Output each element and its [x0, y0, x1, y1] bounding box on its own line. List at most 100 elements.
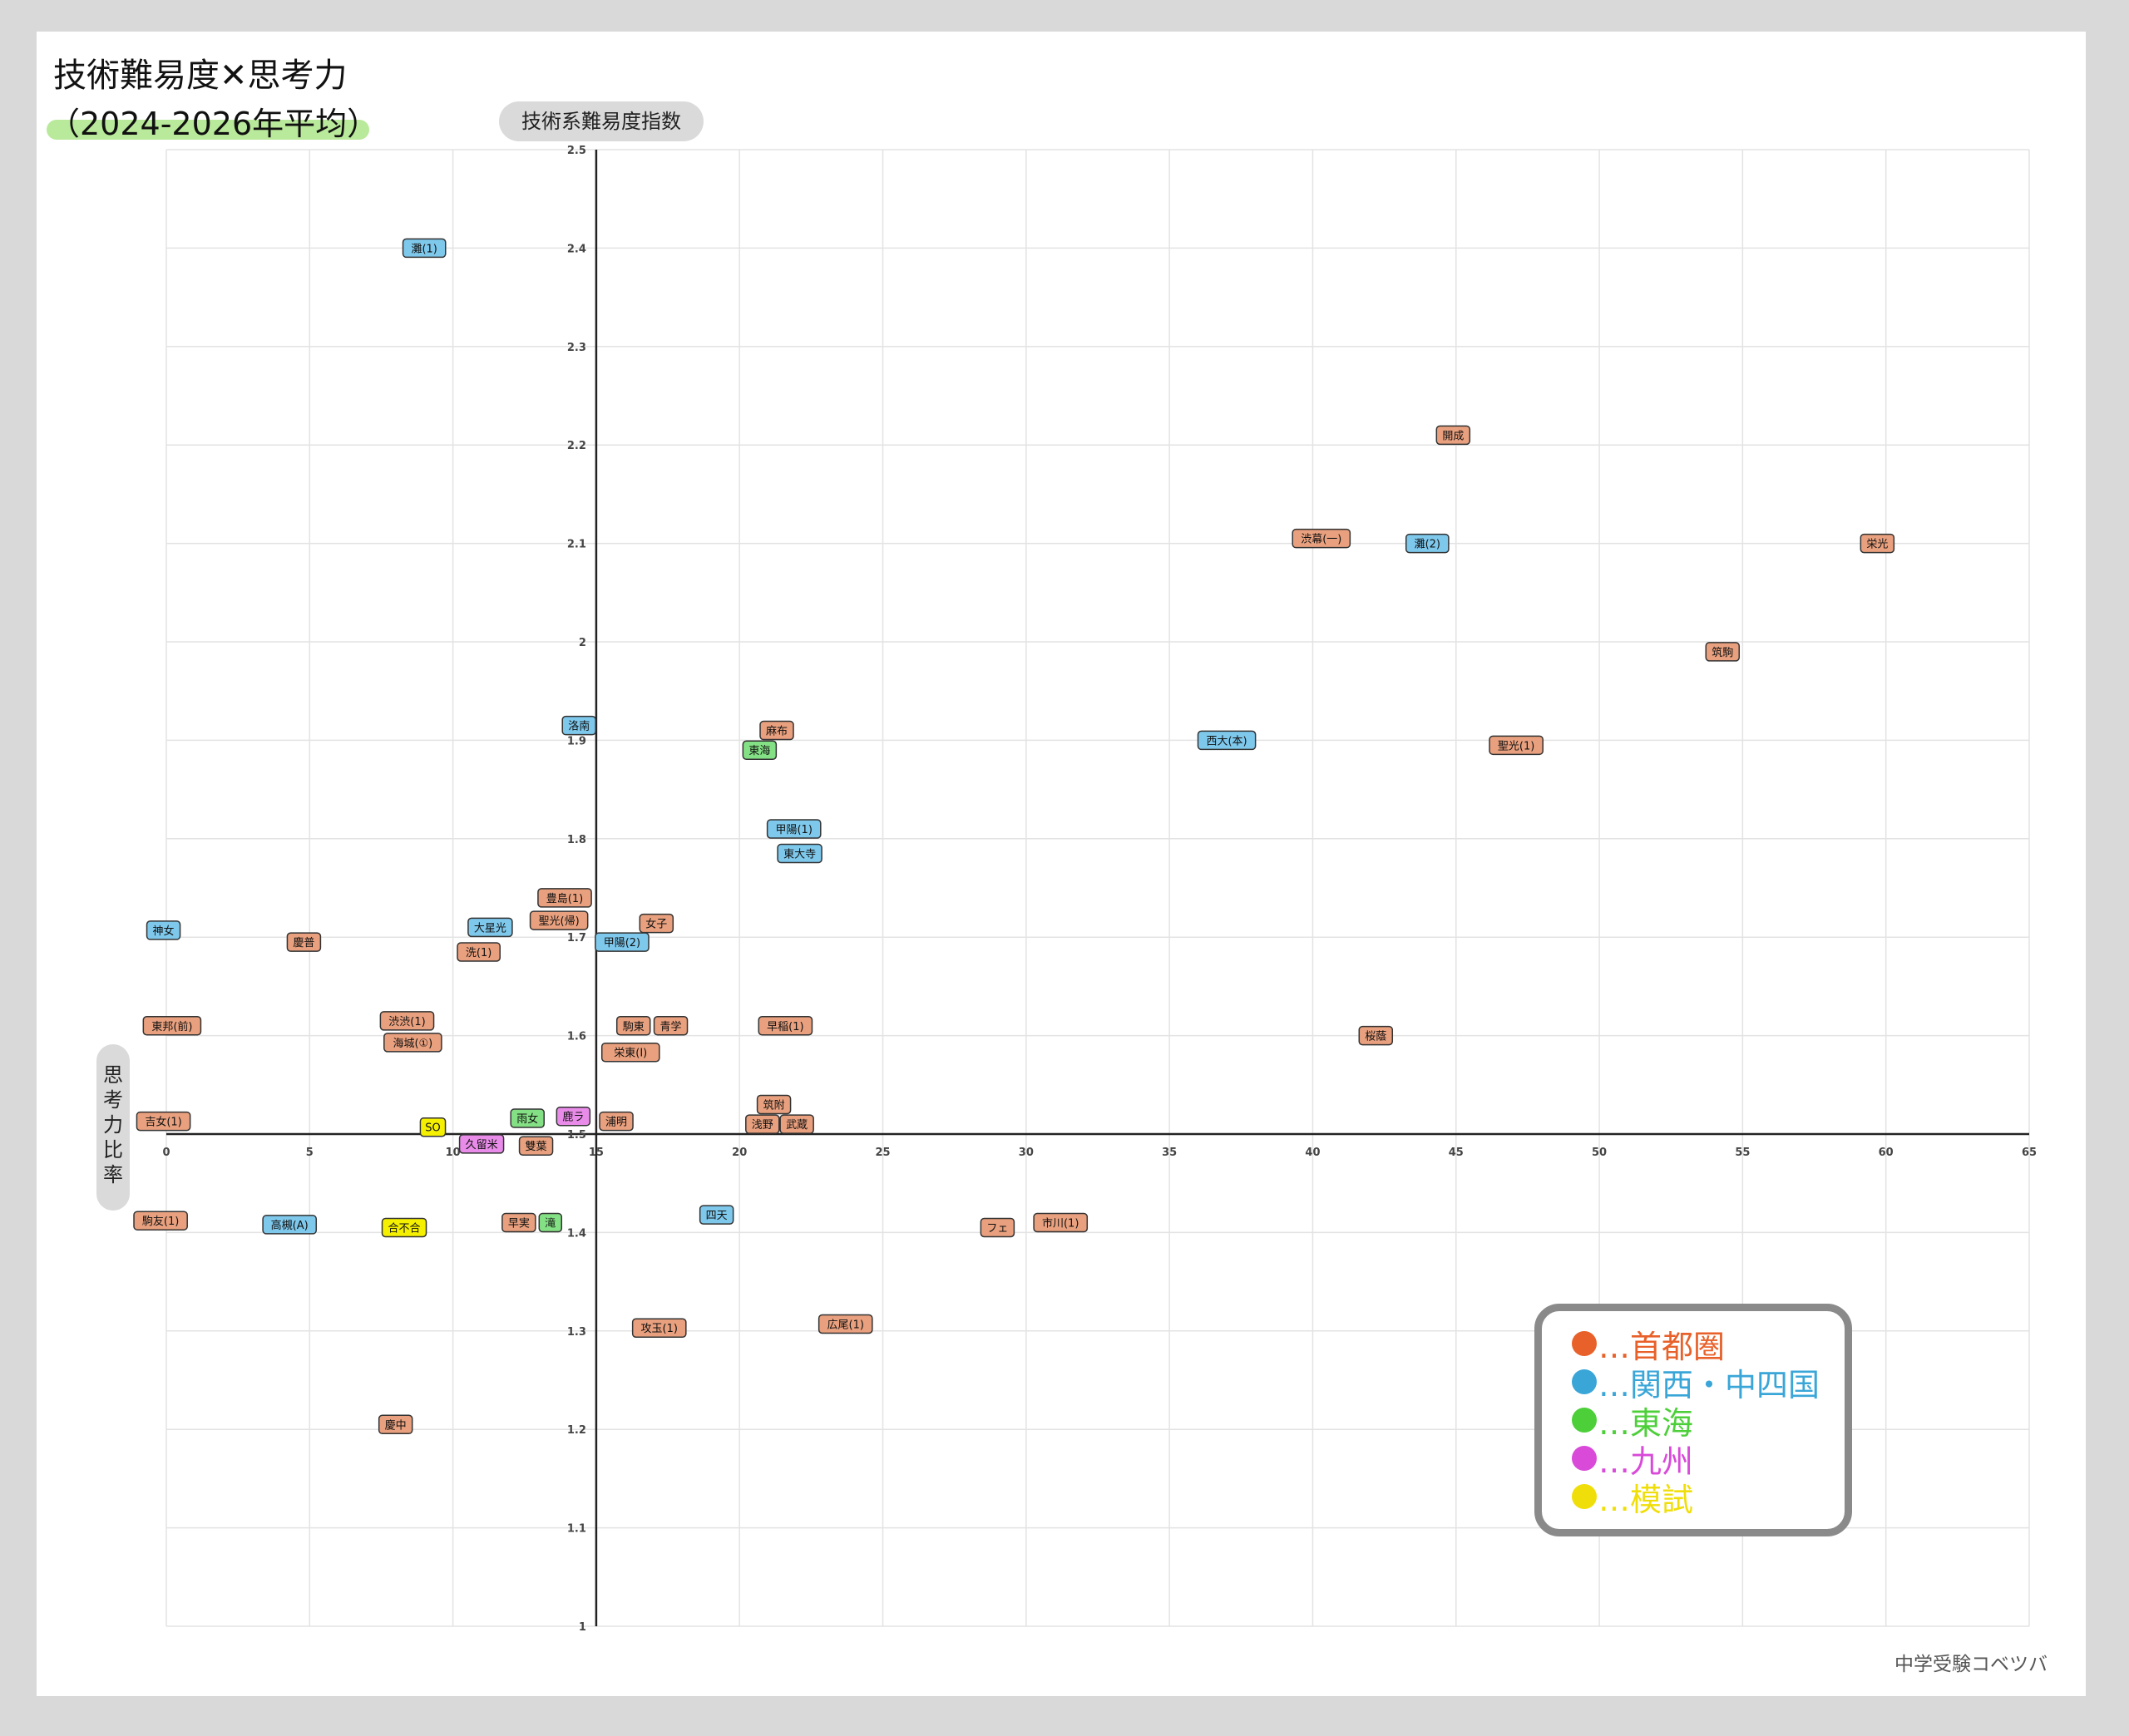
y-tick-label: 2.5	[567, 145, 586, 157]
y-tick-label: 1.8	[567, 834, 586, 846]
data-point-box	[379, 1011, 435, 1031]
data-point-box	[556, 1106, 591, 1127]
data-point: 早実	[501, 1212, 536, 1233]
legend: …首都圏 …関西・中四国 …東海 …九州 …模試	[1534, 1304, 1852, 1536]
data-point-box	[631, 1318, 687, 1338]
data-point-box	[600, 1042, 660, 1063]
data-point-box	[745, 1114, 780, 1134]
data-point-box	[510, 1108, 545, 1128]
y-axis-label-char: 率	[103, 1163, 123, 1186]
data-point-box	[1292, 528, 1351, 549]
data-point: SO	[419, 1117, 447, 1137]
data-point-label: SO	[425, 1122, 440, 1135]
data-point-label: 市川(1)	[1042, 1217, 1079, 1230]
data-point: 麻布	[759, 720, 794, 741]
data-point: 洛南	[561, 715, 596, 736]
data-point-label: 東邦(前)	[151, 1020, 192, 1033]
data-point-label: 東大寺	[783, 848, 816, 861]
data-point-box	[383, 1033, 442, 1053]
data-point-label: 慶中	[385, 1419, 407, 1432]
data-point: 攻玉(1)	[631, 1318, 687, 1338]
data-point-label: 雨女	[516, 1112, 538, 1126]
x-tick-label: 40	[1305, 1147, 1320, 1159]
data-point-box	[402, 238, 447, 259]
data-point: 早稲(1)	[758, 1016, 813, 1036]
data-point: 久留米	[458, 1134, 505, 1154]
data-point-label: 東海	[748, 744, 770, 757]
y-axis-label-char: 比	[103, 1138, 123, 1161]
data-point-label: 滝	[545, 1218, 556, 1230]
data-point: 慶中	[378, 1414, 413, 1435]
data-point-box	[419, 1117, 447, 1137]
legend-item: …模試	[1572, 1477, 1845, 1518]
data-point-box	[758, 1016, 813, 1036]
data-point-box	[1033, 1212, 1089, 1233]
data-point: 駒東	[615, 1016, 651, 1036]
data-point: 開成	[1435, 425, 1471, 446]
data-point-label: 開成	[1442, 430, 1464, 442]
x-tick-label: 55	[1735, 1147, 1750, 1159]
data-point-label: 渋渋(1)	[388, 1016, 425, 1028]
data-point: 鹿ラ	[556, 1106, 591, 1127]
data-point-label: 合不合	[388, 1222, 421, 1235]
legend-dot-icon	[1572, 1408, 1597, 1433]
legend-dot-icon	[1572, 1446, 1597, 1471]
data-point-label: 甲陽(2)	[604, 937, 640, 949]
data-point-box	[146, 920, 181, 940]
data-point-label: 吉女(1)	[145, 1116, 181, 1129]
data-point: 吉女(1)	[136, 1111, 191, 1132]
x-tick-label: 30	[1019, 1147, 1034, 1159]
data-point-box	[378, 1414, 413, 1435]
data-point: 海城(①)	[383, 1033, 442, 1053]
subtitle-highlight	[47, 120, 369, 140]
x-tick-label: 10	[446, 1147, 461, 1159]
legend-label: …関西・中四国	[1598, 1366, 1820, 1403]
data-point: 合不合	[381, 1217, 427, 1238]
data-point-label: 鹿ラ	[562, 1111, 584, 1124]
data-point-box	[1705, 642, 1741, 662]
data-point-box	[467, 917, 513, 938]
x-tick-label: 35	[1162, 1147, 1177, 1159]
data-point-box	[518, 1136, 554, 1156]
chart-subtitle-block: （2024-2026年平均）	[47, 98, 378, 142]
x-tick-label: 5	[306, 1147, 314, 1159]
x-tick-label: 20	[732, 1147, 747, 1159]
y-tick-label: 1.4	[567, 1227, 586, 1240]
data-point-box	[381, 1217, 427, 1238]
data-point: 甲陽(2)	[595, 932, 650, 952]
data-point-label: 女子	[645, 918, 667, 931]
data-point-box	[759, 720, 794, 741]
y-tick-label: 1.2	[567, 1424, 586, 1437]
watermark: 中学受験コベツバ	[1894, 1654, 2047, 1675]
data-point-box	[537, 888, 592, 908]
data-point: 渋幕(一)	[1292, 528, 1351, 549]
data-point-box	[1435, 425, 1471, 446]
data-point-label: 四天	[706, 1210, 728, 1222]
data-point-label: 麻布	[766, 726, 788, 738]
data-point-label: 駒東	[623, 1020, 645, 1033]
data-point: 筑附	[756, 1094, 792, 1115]
data-point-label: 甲陽(1)	[775, 824, 812, 836]
data-point: フェ	[980, 1217, 1015, 1238]
data-point-box	[639, 913, 674, 934]
y-tick-label: 1.9	[567, 735, 586, 747]
y-axis-label-pill: 思考力比率	[96, 1044, 130, 1211]
data-point: 聖光(1)	[1489, 735, 1544, 756]
y-axis-label-char: 力	[103, 1113, 123, 1137]
data-point-label: 駒友(1)	[142, 1215, 179, 1228]
y-tick-label: 2.3	[567, 342, 586, 354]
data-point: 西大(本)	[1197, 730, 1257, 751]
data-point-label: 聖光(帰)	[539, 915, 580, 928]
legend-label: …首都圏	[1598, 1328, 1726, 1365]
data-point: 桜蔭	[1358, 1025, 1394, 1046]
y-tick-label: 1.7	[567, 932, 586, 944]
data-point-label: 慶普	[293, 937, 314, 949]
y-tick-label: 1.1	[567, 1523, 586, 1536]
legend-dot-icon	[1572, 1369, 1597, 1394]
data-point: 灘(2)	[1405, 533, 1450, 554]
legend-item: …関西・中四国	[1572, 1363, 1845, 1403]
x-tick-label: 25	[875, 1147, 890, 1159]
data-point-box	[595, 932, 650, 952]
y-tick-label: 1.3	[567, 1326, 586, 1339]
